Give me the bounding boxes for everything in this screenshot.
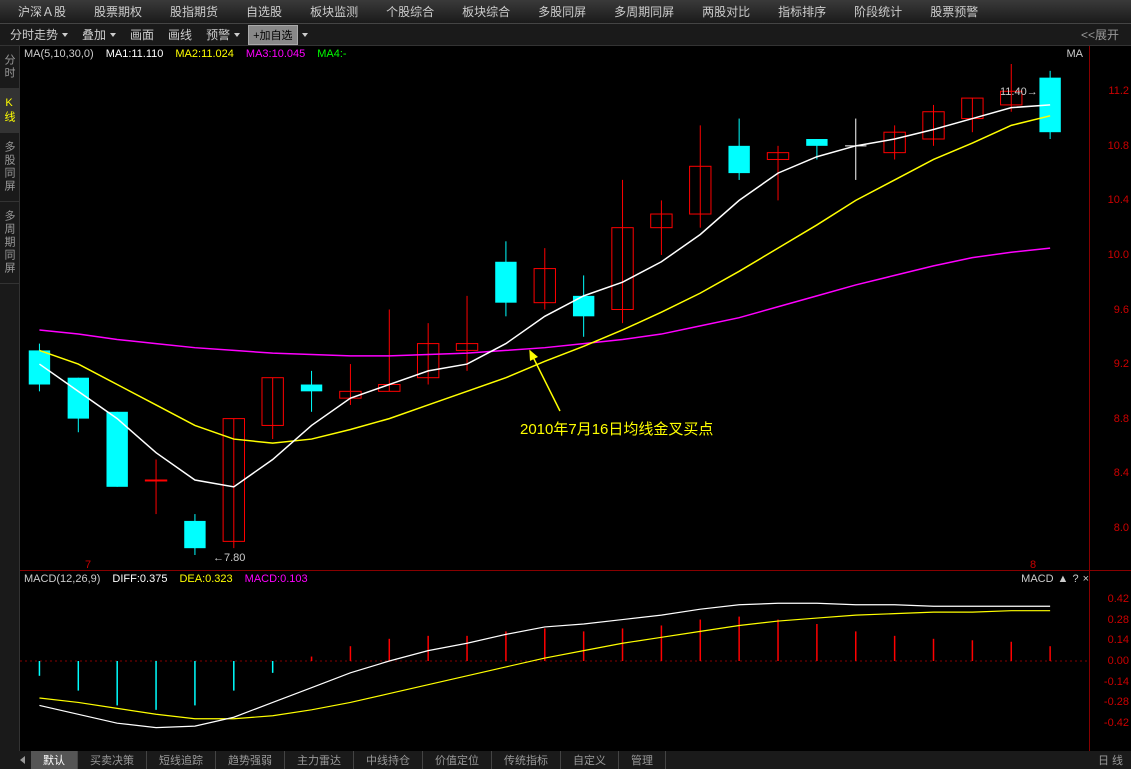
toolbar-item[interactable]: 预警: [200, 26, 246, 43]
macd-prefix: MACD(12,26,9): [24, 573, 100, 585]
y-tick: -0.42: [1104, 717, 1129, 729]
y-tick: 10.4: [1108, 194, 1129, 206]
top-nav-item[interactable]: 板块监测: [296, 0, 372, 23]
ma4-label: MA4:-: [317, 48, 346, 60]
sidebar-tab[interactable]: 分时: [0, 46, 19, 89]
y-tick: 0.00: [1108, 655, 1129, 667]
svg-text:7: 7: [85, 559, 91, 571]
bottom-tab[interactable]: 主力雷达: [285, 751, 354, 769]
ma-header: MA(5,10,30,0) MA1:11.110 MA2:11.024 MA3:…: [24, 48, 347, 60]
y-tick: 10.8: [1108, 140, 1129, 152]
top-nav-item[interactable]: 沪深Ａ股: [4, 0, 80, 23]
add-to-watchlist-button[interactable]: +加自选: [248, 25, 297, 45]
bottom-tab[interactable]: 传统指标: [492, 751, 561, 769]
diff-label: DIFF:0.375: [112, 573, 167, 585]
toolbar-item[interactable]: 叠加: [76, 26, 122, 43]
main-y-axis: 8.0 8.4 8.8 9.2 9.6 10.0 10.4 10.8 11.2: [1089, 46, 1131, 570]
y-tick: 0.42: [1108, 593, 1129, 605]
top-nav-item[interactable]: 阶段统计: [840, 0, 916, 23]
toolbar: 分时走势叠加画面画线预警+加自选 <<展开: [0, 24, 1131, 46]
y-tick: 9.2: [1114, 358, 1129, 370]
macd-y-axis: -0.42 -0.28 -0.14 0.00 0.14 0.28 0.42: [1089, 571, 1131, 751]
sidebar-tab[interactable]: 多股同屏: [0, 133, 19, 202]
bottom-tab[interactable]: 默认: [31, 751, 78, 769]
top-nav-item[interactable]: 股票预警: [916, 0, 992, 23]
top-nav-item[interactable]: 股票期权: [80, 0, 156, 23]
dropdown-icon: [234, 33, 240, 37]
chart-container: MA(5,10,30,0) MA1:11.110 MA2:11.024 MA3:…: [20, 46, 1131, 751]
left-sidebar: 分时K线多股同屏多周期同屏: [0, 46, 20, 751]
top-nav-item[interactable]: 个股综合: [372, 0, 448, 23]
dea-label: DEA:0.323: [179, 573, 232, 585]
y-tick: -0.14: [1104, 676, 1129, 688]
bottom-tab[interactable]: 中线持仓: [354, 751, 423, 769]
toolbar-item[interactable]: 分时走势: [4, 26, 74, 43]
ma-prefix: MA(5,10,30,0): [24, 48, 94, 60]
bottom-tab[interactable]: 买卖决策: [78, 751, 147, 769]
dropdown-icon[interactable]: [302, 33, 308, 37]
y-tick: 8.8: [1114, 413, 1129, 425]
bottom-tab[interactable]: 管理: [619, 751, 666, 769]
top-nav-item[interactable]: 两股对比: [688, 0, 764, 23]
macd-val-label: MACD:0.103: [245, 573, 308, 585]
macd-chart[interactable]: MACD(12,26,9) DIFF:0.375 DEA:0.323 MACD:…: [20, 571, 1131, 751]
expand-link[interactable]: <<展开: [1081, 26, 1127, 43]
dropdown-icon: [62, 33, 68, 37]
y-tick: 0.28: [1108, 614, 1129, 626]
toolbar-item[interactable]: 画线: [162, 26, 198, 43]
top-nav-item[interactable]: 股指期货: [156, 0, 232, 23]
sidebar-tab[interactable]: K线: [0, 89, 19, 133]
tabs-scroll-left-icon[interactable]: [20, 756, 25, 764]
bottom-tab[interactable]: 短线追踪: [147, 751, 216, 769]
y-tick: 0.14: [1108, 634, 1129, 646]
y-tick: -0.28: [1104, 696, 1129, 708]
main-area: 分时K线多股同屏多周期同屏 MA(5,10,30,0) MA1:11.110 M…: [0, 46, 1131, 751]
low-price-marker: ←7.80: [213, 552, 245, 564]
dropdown-icon: [110, 33, 116, 37]
main-chart-svg: 78: [20, 46, 1089, 571]
bottom-tab[interactable]: 趋势强弱: [216, 751, 285, 769]
sidebar-tab[interactable]: 多周期同屏: [0, 202, 19, 284]
y-tick: 8.0: [1114, 522, 1129, 534]
macd-header: MACD(12,26,9) DIFF:0.375 DEA:0.323 MACD:…: [24, 573, 308, 585]
timeframe-label: 日 线: [1098, 752, 1131, 768]
ma1-label: MA1:11.110: [106, 48, 164, 60]
y-tick: 10.0: [1108, 249, 1129, 261]
top-nav-item[interactable]: 指标排序: [764, 0, 840, 23]
ma3-label: MA3:10.045: [246, 48, 305, 60]
bottom-tab[interactable]: 价值定位: [423, 751, 492, 769]
bottom-tabs: 默认买卖决策短线追踪趋势强弱主力雷达中线持仓价值定位传统指标自定义管理 日 线: [0, 751, 1131, 769]
y-tick: 11.2: [1108, 85, 1129, 97]
ma2-label: MA2:11.024: [175, 48, 234, 60]
top-nav: 沪深Ａ股股票期权股指期货自选股板块监测个股综合板块综合多股同屏多周期同屏两股对比…: [0, 0, 1131, 24]
top-nav-item[interactable]: 多股同屏: [524, 0, 600, 23]
high-price-marker: 11.40→: [1000, 86, 1038, 98]
top-nav-item[interactable]: 板块综合: [448, 0, 524, 23]
bottom-tab[interactable]: 自定义: [561, 751, 619, 769]
y-tick: 9.6: [1114, 304, 1129, 316]
svg-text:8: 8: [1030, 559, 1036, 571]
macd-chart-svg: [20, 571, 1089, 751]
golden-cross-annotation: 2010年7月16日均线金叉买点: [520, 418, 713, 439]
y-tick: 8.4: [1114, 467, 1129, 479]
top-nav-item[interactable]: 自选股: [232, 0, 296, 23]
toolbar-item[interactable]: 画面: [124, 26, 160, 43]
main-chart[interactable]: MA(5,10,30,0) MA1:11.110 MA2:11.024 MA3:…: [20, 46, 1131, 571]
top-nav-item[interactable]: 多周期同屏: [600, 0, 688, 23]
